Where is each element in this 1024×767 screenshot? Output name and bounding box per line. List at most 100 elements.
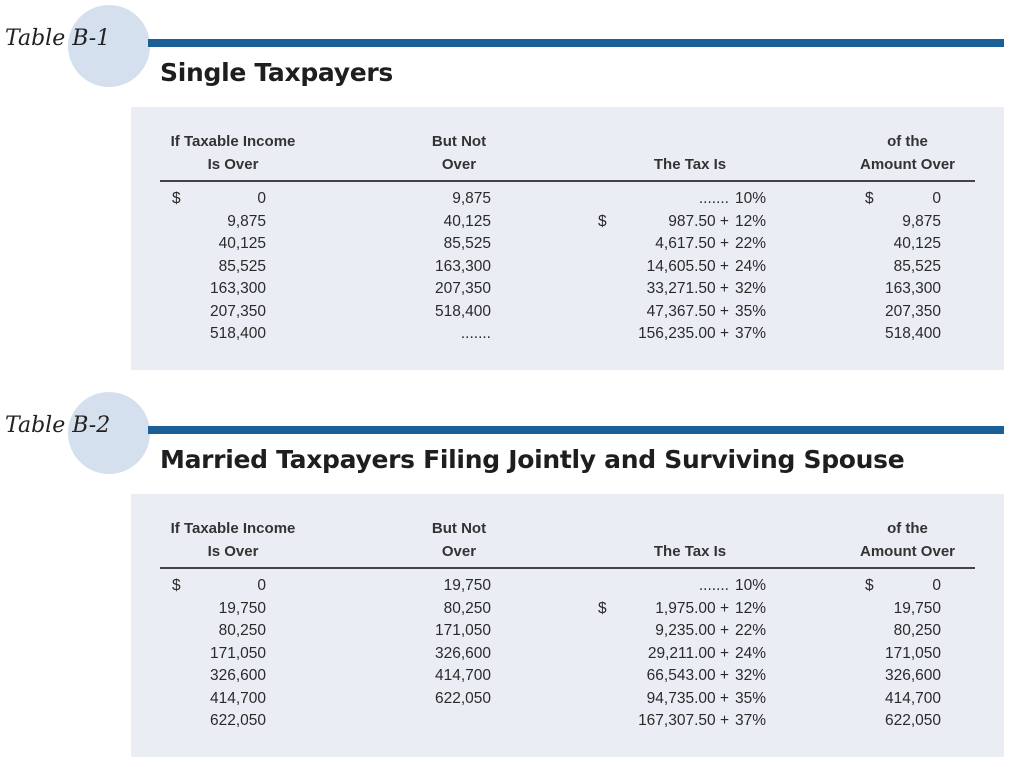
but-not-over-value: 163,300 (434, 257, 491, 275)
header-rule (160, 567, 975, 569)
tax-table-section: Table B-2 Married Taxpayers Filing Joint… (0, 387, 1024, 767)
tax-base-value: 167,307.50 + (638, 712, 729, 729)
is-over-value: 518,400 (209, 325, 266, 342)
amount-over-value: 40,125 (893, 235, 941, 252)
accent-bar (148, 426, 1004, 434)
table-body: $0 9,875....... 10% $0 9,875 40,125 $987.50 + 1… (0, 188, 1024, 346)
header-line: Amount Over (859, 156, 955, 173)
amount-over-value: 207,350 (884, 302, 941, 320)
tax-base-value: 987.50 + (668, 212, 729, 230)
but-not-over-value: 518,400 (434, 302, 491, 320)
header-is-over: If Taxable Income Is Over (150, 130, 316, 176)
header-line: of the (887, 133, 928, 150)
is-over-value: 163,300 (209, 280, 266, 297)
header-but-not-over: But Not Over (400, 130, 518, 176)
amount-over-value: 0 (932, 190, 941, 207)
table-row: 207,350 518,400 47,367.50 + 35% 207,350 (0, 301, 1024, 324)
table-row: 9,875 40,125 $987.50 + 12% 9,875 (0, 211, 1024, 234)
amount-over-value: 171,050 (884, 644, 941, 662)
is-over-value: 19,750 (218, 599, 266, 617)
header-line: If Taxable Income (170, 520, 296, 537)
tax-rate-value: 24% (734, 257, 766, 275)
table-row: 622,050 167,307.50 + 37% 622,050 (0, 710, 1024, 733)
is-over-value: 171,050 (209, 644, 266, 662)
but-not-over-value: 85,525 (443, 235, 491, 252)
tax-rate-value: 10% (734, 190, 766, 207)
header-rule (160, 180, 975, 182)
header-line: But Not (431, 520, 487, 537)
tax-base-value: 1,975.00 + (655, 599, 729, 617)
header-but-not-over: But Not Over (400, 517, 518, 563)
is-over-value: 207,350 (209, 302, 266, 320)
amount-over-value: 414,700 (884, 689, 941, 707)
tax-rate-value: 35% (734, 302, 766, 320)
amount-over-value: 622,050 (884, 712, 941, 729)
header-tax-is: The Tax Is (653, 156, 727, 173)
tax-rate-value: 12% (734, 212, 766, 230)
tax-base-value: 4,617.50 + (655, 235, 729, 252)
label-circle-decoration (68, 392, 150, 474)
tax-rate-value: 32% (734, 667, 766, 684)
table-title: Single Taxpayers (160, 58, 393, 87)
but-not-over-value: ....... (460, 325, 491, 342)
table-row: $0 9,875....... 10% $0 (0, 188, 1024, 211)
table-row: 414,700 622,050 94,735.00 + 35% 414,700 (0, 688, 1024, 711)
tax-rate-value: 22% (734, 622, 766, 639)
tax-base-value: 33,271.50 + (646, 280, 729, 297)
table-row: 326,600 414,700 66,543.00 + 32% 326,600 (0, 665, 1024, 688)
but-not-over-value: 171,050 (434, 622, 491, 639)
is-over-value: 85,525 (218, 257, 266, 275)
is-over-value: 40,125 (218, 235, 266, 252)
amount-over-value: 0 (932, 577, 941, 594)
header-is-over: If Taxable Income Is Over (150, 517, 316, 563)
header-line: If Taxable Income (170, 133, 296, 150)
table-panel (131, 107, 1004, 370)
amount-over-value: 80,250 (893, 622, 941, 639)
table-row: 19,750 80,250 $1,975.00 + 12% 19,750 (0, 598, 1024, 621)
table-row: 171,050 326,600 29,211.00 + 24% 171,050 (0, 643, 1024, 666)
tax-base-value: 94,735.00 + (646, 689, 729, 707)
amount-over-value: 518,400 (884, 325, 941, 342)
is-over-value: 9,875 (227, 212, 266, 230)
amount-over-value: 326,600 (884, 667, 941, 684)
accent-bar (148, 39, 1004, 47)
tax-rate-value: 32% (734, 280, 766, 297)
table-row: $0 19,750....... 10% $0 (0, 575, 1024, 598)
tax-base-value: ....... (698, 190, 729, 207)
amount-over-value: 19,750 (893, 599, 941, 617)
is-over-value: 80,250 (218, 622, 266, 639)
but-not-over-value: 622,050 (434, 689, 491, 707)
table-label: Table B-2 (5, 413, 111, 438)
header-line: of the (887, 520, 928, 537)
label-circle-decoration (68, 5, 150, 87)
header-line: Over (441, 543, 477, 560)
tax-rate-value: 37% (734, 712, 766, 729)
tax-base-value: 9,235.00 + (655, 622, 729, 639)
tax-rate-value: 37% (734, 325, 766, 342)
tax-base-value: 156,235.00 + (638, 325, 729, 342)
but-not-over-value: 80,250 (443, 599, 491, 617)
table-body: $0 19,750....... 10% $0 19,750 80,250 $1,975.0… (0, 575, 1024, 733)
but-not-over-value: 207,350 (434, 280, 491, 297)
but-not-over-value: 40,125 (443, 212, 491, 230)
tax-base-value: 47,367.50 + (646, 302, 729, 320)
tax-base-value: 29,211.00 + (647, 644, 729, 662)
amount-over-value: 9,875 (902, 212, 941, 230)
table-label: Table B-1 (5, 26, 111, 51)
dollar-sign: $ (865, 577, 874, 594)
header-line: Is Over (207, 543, 259, 560)
tax-base-value: 14,605.50 + (646, 257, 729, 275)
tax-base-value: ....... (698, 577, 729, 594)
but-not-over-value: 9,875 (452, 190, 491, 207)
header-line: Is Over (207, 156, 259, 173)
tax-base-value: 66,543.00 + (646, 667, 729, 684)
tax-rate-value: 12% (734, 599, 766, 617)
header-line: But Not (431, 133, 487, 150)
table-panel (131, 494, 1004, 757)
header-amount-over: of the Amount Over (840, 517, 975, 563)
is-over-value: 326,600 (209, 667, 266, 684)
tax-rate-value: 24% (734, 644, 766, 662)
dollar-sign: $ (172, 577, 181, 594)
amount-over-value: 163,300 (884, 280, 941, 297)
dollar-sign: $ (865, 190, 874, 207)
